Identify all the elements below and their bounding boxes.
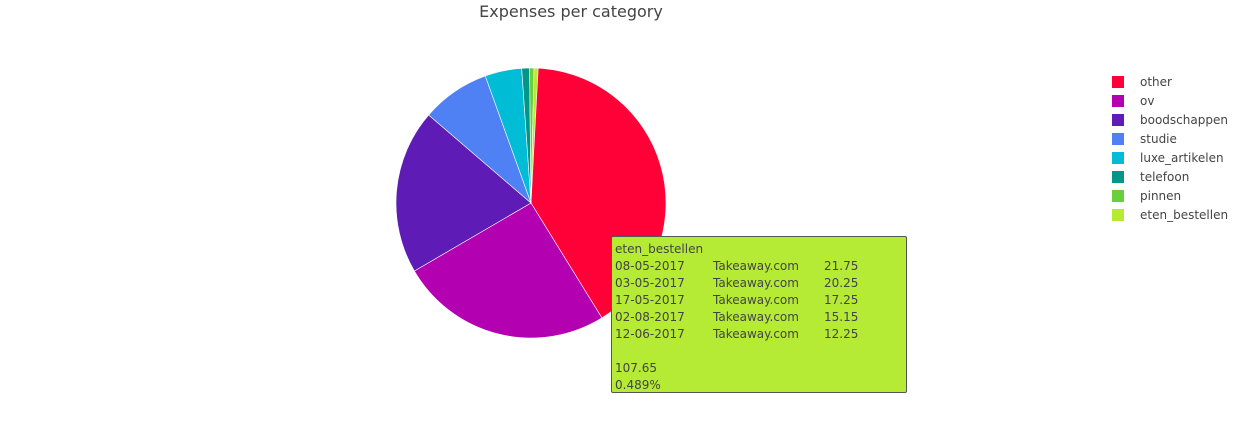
tooltip-spacer	[615, 343, 906, 360]
legend-swatch	[1112, 170, 1124, 183]
tooltip-row: 02-08-2017 Takeaway.com 15.15	[615, 309, 906, 326]
tooltip-row: 12-06-2017 Takeaway.com 12.25	[615, 326, 906, 343]
tooltip-total: 107.65	[615, 361, 657, 375]
tooltip-amount: 20.25	[824, 276, 859, 290]
tooltip-amount: 17.25	[824, 293, 859, 307]
legend-item-eten_bestellen[interactable]: eten_bestellen	[1112, 205, 1246, 224]
tooltip-amount: 12.25	[824, 327, 859, 341]
tooltip-date: 02-08-2017	[615, 310, 685, 324]
tooltip-date: 08-05-2017	[615, 259, 685, 273]
hover-tooltip: eten_bestellen 08-05-2017 Takeaway.com 21.…	[611, 236, 907, 393]
legend-item-telefoon[interactable]: telefoon	[1112, 167, 1246, 186]
legend-label: boodschappen	[1140, 112, 1228, 127]
tooltip-date: 17-05-2017	[615, 293, 685, 307]
tooltip-merchant: Takeaway.com	[713, 276, 799, 290]
tooltip-amount: 15.15	[824, 310, 859, 324]
pie-slice-eten_bestellen[interactable]	[530, 67, 539, 204]
tooltip-category: eten_bestellen	[615, 242, 704, 256]
tooltip-row: 08-05-2017 Takeaway.com 21.75	[615, 258, 906, 275]
legend-label: telefoon	[1140, 169, 1190, 184]
pie-slice-ov[interactable]	[413, 202, 603, 339]
legend-swatch	[1112, 132, 1124, 145]
legend-item-pinnen[interactable]: pinnen	[1112, 186, 1246, 205]
legend-label: studie	[1140, 131, 1177, 146]
legend-item-boodschappen[interactable]: boodschappen	[1112, 110, 1246, 129]
chart-title: Expenses per category	[479, 2, 663, 21]
legend-item-luxe_artikelen[interactable]: luxe_artikelen	[1112, 148, 1246, 167]
tooltip-row: 03-05-2017 Takeaway.com 20.25	[615, 275, 906, 292]
legend-swatch	[1112, 208, 1124, 221]
legend-swatch	[1112, 151, 1124, 164]
legend-swatch	[1112, 113, 1124, 126]
pie-slice-boodschappen[interactable]	[395, 114, 532, 272]
tooltip-merchant: Takeaway.com	[713, 327, 799, 341]
tooltip-amount: 21.75	[824, 259, 859, 273]
legend-swatch	[1112, 94, 1124, 107]
tooltip-merchant: Takeaway.com	[713, 259, 799, 273]
legend-swatch	[1112, 189, 1124, 202]
legend-label: ov	[1140, 93, 1155, 108]
legend-item-studie[interactable]: studie	[1112, 129, 1246, 148]
tooltip-percent: 0.489%	[615, 378, 661, 392]
tooltip-row: 17-05-2017 Takeaway.com 17.25	[615, 292, 906, 309]
tooltip-merchant: Takeaway.com	[713, 293, 799, 307]
tooltip-rows: 08-05-2017 Takeaway.com 21.75 03-05-2017 Tak…	[615, 258, 906, 343]
legend-label: pinnen	[1140, 188, 1182, 203]
tooltip-merchant: Takeaway.com	[713, 310, 799, 324]
legend-item-ov[interactable]: ov	[1112, 91, 1246, 110]
legend-item-other[interactable]: other	[1112, 72, 1246, 91]
tooltip-date: 03-05-2017	[615, 276, 685, 290]
tooltip-date: 12-06-2017	[615, 327, 685, 341]
legend-label: other	[1140, 74, 1172, 89]
legend-label: eten_bestellen	[1140, 207, 1229, 222]
legend-swatch	[1112, 75, 1124, 88]
legend-label: luxe_artikelen	[1140, 150, 1224, 165]
